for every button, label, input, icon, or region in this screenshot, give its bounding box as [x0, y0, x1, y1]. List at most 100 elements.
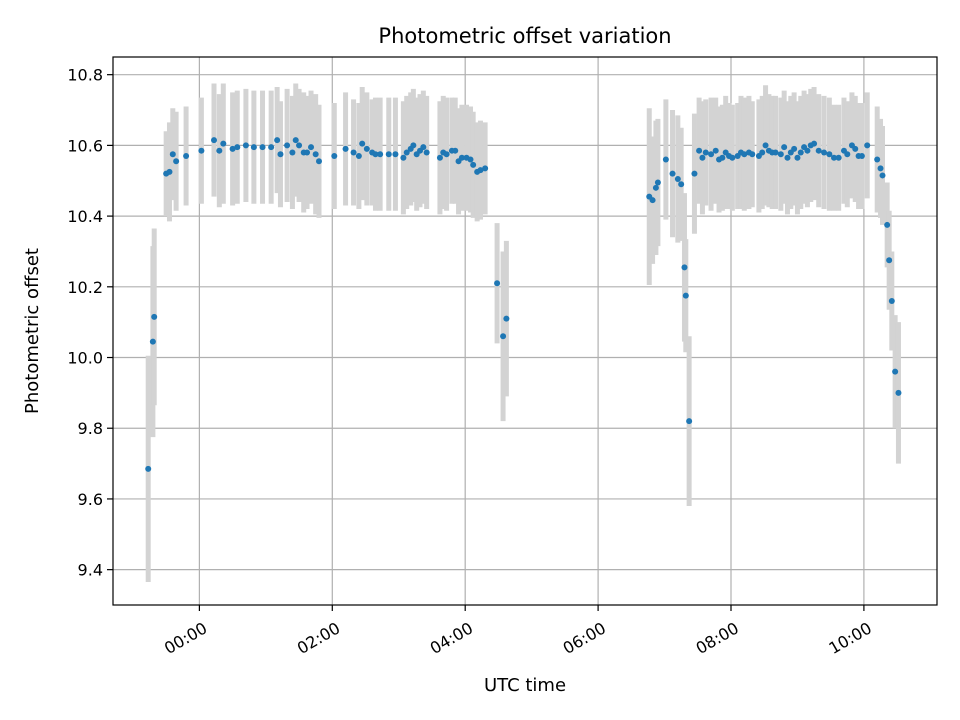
chart-title: Photometric offset variation — [378, 24, 671, 48]
data-point — [198, 147, 205, 154]
data-point — [678, 181, 685, 188]
data-point — [494, 280, 501, 287]
data-point — [284, 142, 291, 149]
data-point — [696, 147, 703, 154]
data-point — [708, 151, 715, 158]
data-point — [211, 137, 218, 144]
y-tick-label: 10.0 — [67, 349, 103, 368]
data-point — [392, 151, 399, 158]
data-point — [242, 142, 249, 149]
y-tick-label: 10.8 — [67, 66, 103, 85]
data-point — [420, 144, 427, 151]
data-point — [681, 264, 688, 271]
data-point — [452, 147, 459, 154]
data-point — [443, 151, 450, 158]
data-point — [292, 137, 299, 144]
data-point — [385, 151, 392, 158]
data-point — [874, 156, 881, 163]
data-point — [482, 165, 489, 172]
data-point — [831, 154, 837, 161]
y-tick-label: 9.6 — [78, 490, 103, 509]
plot-area-frame — [112, 56, 938, 606]
data-point — [377, 151, 384, 158]
data-point — [884, 221, 891, 228]
data-point — [331, 152, 338, 159]
data-point — [259, 144, 266, 151]
y-axis-label: Photometric offset — [22, 248, 43, 414]
data-point — [712, 147, 719, 154]
data-point — [372, 151, 379, 158]
data-point — [877, 165, 884, 172]
data-point — [477, 167, 484, 174]
data-point — [229, 145, 236, 152]
data-point — [826, 151, 833, 158]
data-point — [759, 149, 766, 156]
y-tick-label: 10.2 — [67, 278, 103, 297]
data-points — [145, 137, 902, 472]
data-point — [886, 257, 893, 264]
data-point — [852, 145, 859, 152]
data-point — [308, 144, 315, 151]
data-point — [503, 315, 510, 322]
data-point — [669, 170, 676, 177]
x-axis-label: UTC time — [484, 675, 566, 696]
data-point — [151, 313, 158, 320]
data-point — [864, 142, 871, 149]
data-point — [274, 137, 281, 144]
data-point — [423, 149, 430, 156]
data-point — [304, 149, 311, 156]
data-point — [363, 145, 370, 152]
data-point — [879, 172, 886, 179]
data-point — [835, 154, 842, 161]
data-point — [289, 149, 296, 156]
data-point — [500, 333, 507, 340]
data-point — [686, 418, 693, 425]
data-point — [821, 149, 828, 156]
data-point — [719, 154, 726, 161]
x-tick-label: 04:00 — [427, 618, 476, 658]
x-tick-label: 02:00 — [294, 618, 343, 658]
y-tick-label: 10.6 — [67, 136, 103, 155]
data-point — [797, 149, 804, 156]
data-point — [458, 154, 465, 161]
data-point — [145, 465, 152, 472]
data-point — [895, 389, 902, 396]
data-point — [400, 154, 407, 161]
data-point — [173, 158, 180, 165]
data-point — [804, 147, 811, 154]
data-point — [815, 147, 822, 154]
y-tick-label: 10.4 — [67, 207, 103, 226]
data-point — [470, 161, 477, 168]
data-point — [749, 151, 756, 158]
data-point — [403, 149, 410, 156]
data-point — [858, 152, 865, 159]
data-point — [784, 154, 791, 161]
data-point — [350, 149, 357, 156]
data-point — [654, 179, 661, 186]
data-point — [312, 151, 319, 158]
data-point — [844, 151, 851, 158]
x-tick-label: 06:00 — [560, 618, 609, 658]
data-point — [166, 168, 173, 175]
data-point — [342, 145, 349, 152]
data-point — [811, 140, 818, 147]
data-point — [296, 142, 303, 149]
data-point — [662, 156, 669, 163]
data-point — [794, 154, 801, 161]
data-point — [674, 175, 681, 182]
data-point — [892, 368, 899, 375]
data-point — [682, 292, 689, 299]
data-point — [888, 297, 895, 304]
data-point — [741, 151, 748, 158]
data-point — [772, 149, 779, 156]
x-tick-label: 08:00 — [693, 618, 742, 658]
data-point — [410, 142, 417, 149]
data-point — [762, 142, 769, 149]
data-point — [277, 151, 284, 158]
x-tick-label: 10:00 — [825, 618, 874, 658]
data-point — [359, 140, 366, 147]
data-point — [791, 145, 798, 152]
data-point — [649, 197, 656, 204]
data-point — [169, 151, 176, 158]
